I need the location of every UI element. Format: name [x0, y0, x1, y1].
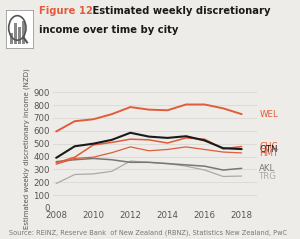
Text: TRG: TRG — [259, 172, 277, 181]
Y-axis label: Estimated weekly discretionary income (NZD): Estimated weekly discretionary income (N… — [24, 68, 30, 228]
Text: AKL: AKL — [259, 164, 275, 173]
Text: WEL: WEL — [259, 110, 278, 119]
Text: CHC: CHC — [259, 142, 278, 151]
Bar — [14, 23, 17, 44]
Text: Source: REINZ, Reserve Bank  of New Zealand (RBNZ), Statistics New Zealand, PwC: Source: REINZ, Reserve Bank of New Zeala… — [9, 229, 287, 236]
Bar — [18, 27, 21, 44]
Text: Estimated weekly discretionary: Estimated weekly discretionary — [89, 6, 271, 16]
Text: Figure 12:: Figure 12: — [39, 6, 97, 16]
Bar — [22, 21, 25, 44]
Text: income over time by city: income over time by city — [39, 25, 178, 35]
Text: HMT: HMT — [259, 149, 278, 158]
Text: QTN: QTN — [259, 145, 278, 154]
Bar — [10, 33, 13, 44]
